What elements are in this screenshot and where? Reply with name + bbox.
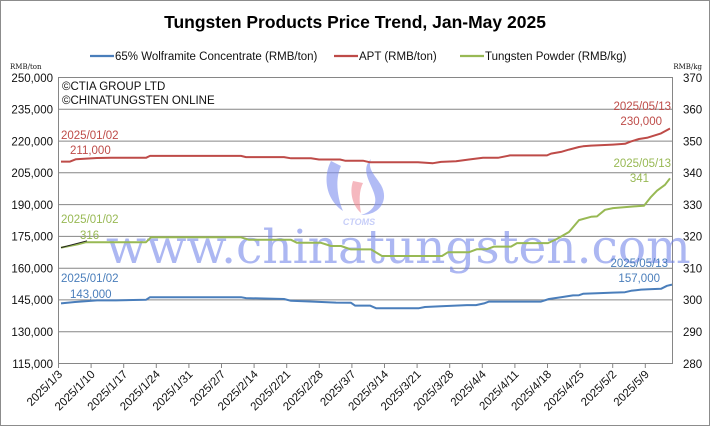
- right-tick: 350: [683, 137, 702, 149]
- start-trend-marker: [60, 240, 88, 249]
- left-tick: 235,000: [11, 105, 53, 117]
- left-tick: 130,000: [11, 327, 53, 339]
- annotation-value: 143,000: [70, 289, 112, 301]
- left-tick: 220,000: [11, 137, 53, 149]
- legend-label-wolframite: 65% Wolframite Concentrate (RMB/ton): [115, 51, 318, 63]
- right-tick: 340: [683, 168, 702, 180]
- annotation-date: 2025/01/02: [61, 130, 119, 142]
- left-tick: 190,000: [11, 200, 53, 212]
- left-tick: 160,000: [11, 264, 53, 276]
- left-tick: 145,000: [11, 295, 53, 307]
- right-tick: 310: [683, 264, 702, 276]
- gridlines: [58, 77, 672, 364]
- annotation-apt-end: 2025/05/13 230,000: [613, 101, 671, 128]
- annotation-value: 211,000: [70, 145, 111, 157]
- legend: 65% Wolframite Concentrate (RMB/ton) APT…: [90, 51, 627, 63]
- annotation-date: 2025/05/13: [613, 158, 671, 170]
- annotation-wolframite-end: 2025/05/13 157,000: [610, 258, 668, 285]
- annotation-value: 316: [80, 230, 99, 242]
- right-tick: 280: [683, 359, 702, 371]
- annotation-date: 2025/05/13: [613, 101, 671, 113]
- annotation-date: 2025/01/02: [61, 273, 119, 285]
- series-wolframite-line[interactable]: [60, 283, 673, 310]
- legend-label-powder: Tungsten Powder (RMB/kg): [485, 51, 627, 63]
- right-tick: 290: [683, 327, 702, 339]
- copyright-line-2: ©CHINATUNGSTEN ONLINE: [62, 95, 215, 107]
- legend-item-apt[interactable]: APT (RMB/ton): [334, 51, 437, 63]
- legend-item-wolframite[interactable]: 65% Wolframite Concentrate (RMB/ton): [90, 51, 318, 63]
- x-tick-marks: [58, 364, 646, 368]
- ctoms-logo-text: CTOMS: [343, 217, 375, 227]
- left-tick: 250,000: [11, 73, 53, 85]
- annotation-value: 341: [630, 173, 649, 185]
- copyright-line-1: ©CTIA GROUP LTD: [62, 81, 165, 93]
- logo-left-stroke-icon: [326, 161, 343, 211]
- ctoms-logo-watermark: CTOMS: [326, 159, 385, 227]
- right-y-ticks: 370 360 350 340 330 320 310 300 290 280: [683, 73, 702, 371]
- left-axis-unit: RMB/ton: [10, 63, 42, 71]
- series-powder-line[interactable]: [60, 177, 671, 257]
- left-tick: 205,000: [11, 168, 53, 180]
- right-tick: 330: [683, 200, 702, 212]
- legend-label-apt: APT (RMB/ton): [359, 51, 437, 63]
- url-watermark: www.chinatungsten.com: [106, 220, 691, 275]
- annotation-wolframite-start: 2025/01/02 143,000: [61, 273, 119, 301]
- annotation-powder-end: 2025/05/13 341: [613, 158, 671, 185]
- left-tick: 115,000: [12, 359, 53, 371]
- annotation-date: 2025/01/02: [61, 214, 119, 226]
- annotation-value: 230,000: [620, 116, 662, 128]
- chart-title: Tungsten Products Price Trend, Jan-May 2…: [164, 12, 546, 32]
- legend-item-powder[interactable]: Tungsten Powder (RMB/kg): [460, 51, 627, 63]
- x-tick: 2025/5/9: [612, 369, 652, 409]
- annotation-apt-start: 2025/01/02 211,000: [61, 130, 119, 157]
- right-tick: 370: [683, 73, 702, 85]
- series-apt-line[interactable]: [61, 127, 671, 165]
- annotation-powder-start: 2025/01/02 316: [61, 214, 119, 242]
- annotation-value: 157,000: [618, 273, 660, 285]
- right-tick: 300: [683, 295, 702, 307]
- right-tick: 320: [683, 232, 702, 244]
- right-axis-unit: RMB/kg: [673, 63, 702, 71]
- x-tick-labels: 2025/1/3 2025/1/10 2025/1/17 2025/1/24 2…: [25, 368, 652, 413]
- left-y-ticks: 250,000 235,000 220,000 205,000 190,000 …: [11, 73, 53, 371]
- annotation-date: 2025/05/13: [610, 258, 668, 270]
- left-tick: 175,000: [11, 232, 53, 244]
- right-tick: 360: [683, 105, 702, 117]
- logo-right-stroke-icon: [361, 159, 385, 215]
- logo-middle-stroke-icon: [351, 181, 363, 213]
